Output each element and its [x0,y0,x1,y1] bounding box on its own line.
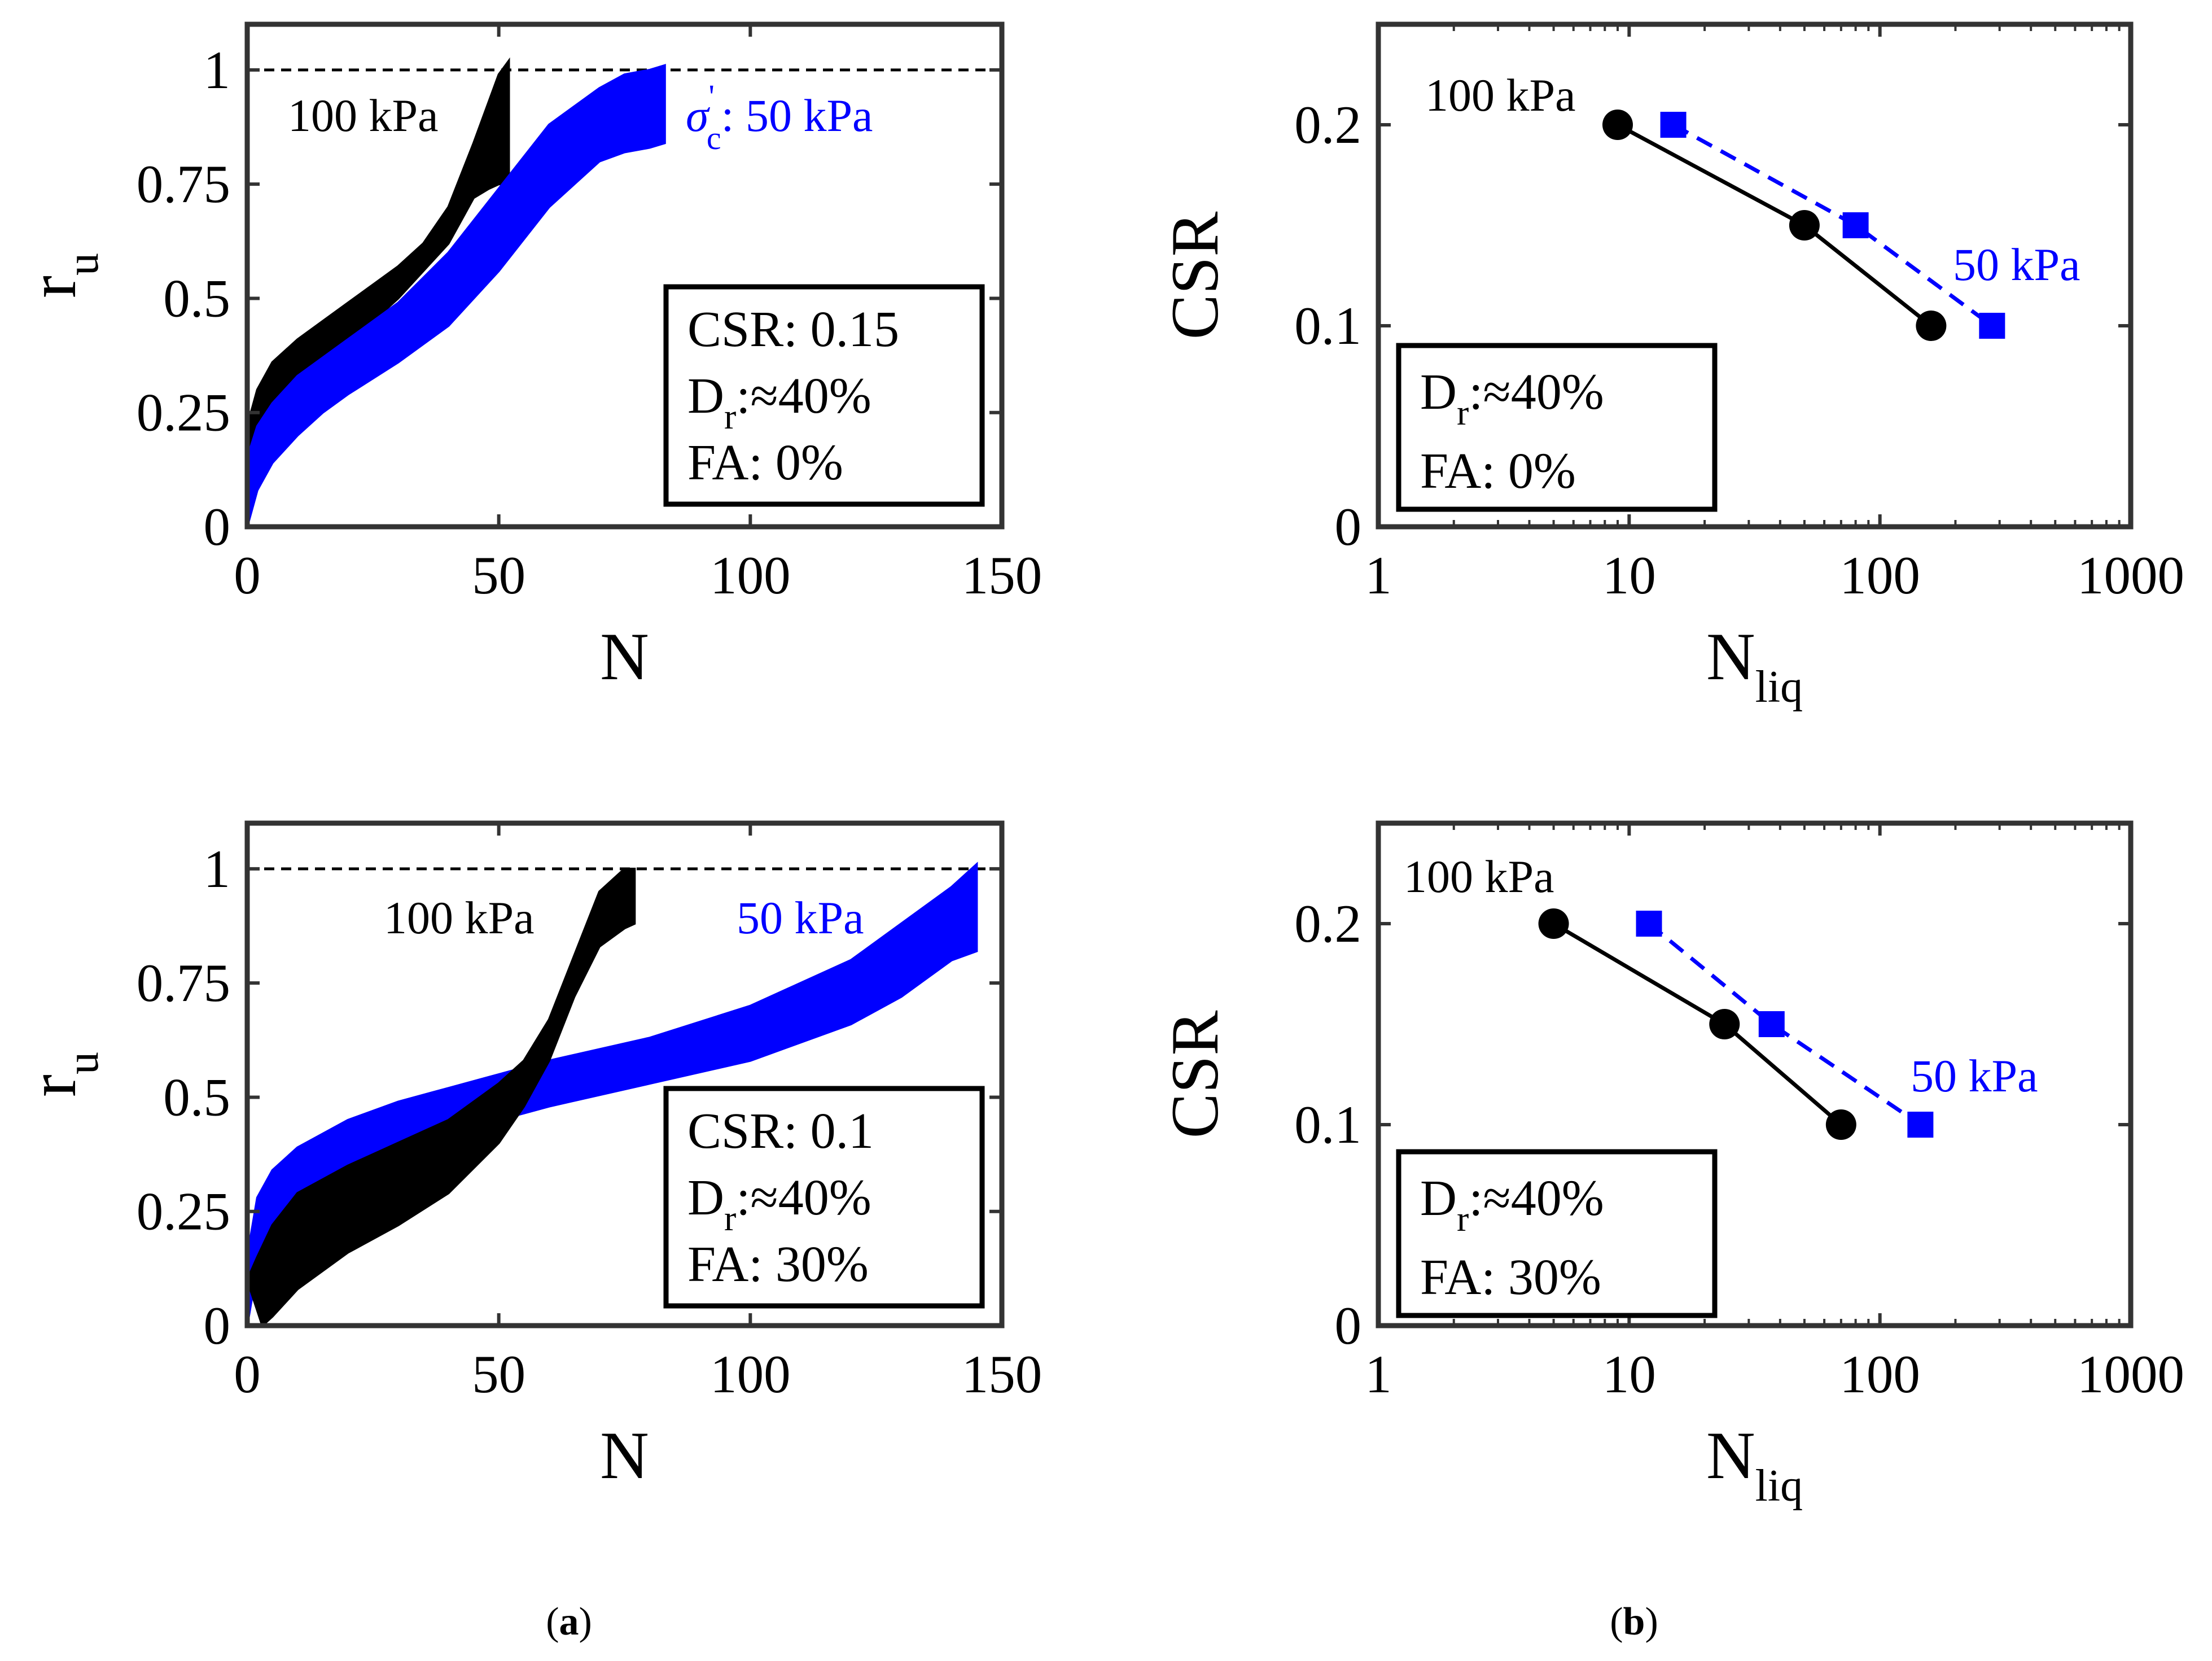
point-100-kpa [1602,110,1633,140]
y-tick-label: 1 [204,839,231,899]
chart-bottom-right: 1 10 100 1000 0 0.1 0.2 Nliq CSR 100 kPa 50 kPa Dr:… [1157,820,2184,1511]
label-50-kpa: 50 kPa [737,892,864,943]
info-relative-density: Dr:≈40% [1420,364,1604,432]
y-axis-label: ru [15,1052,108,1097]
point-100-kpa [1789,210,1820,241]
point-100-kpa [1825,1109,1856,1140]
point-50-kpa [1907,1112,1934,1138]
info-csr: CSR: 0.15 [687,301,899,357]
y-tick-label: 0 [1335,497,1362,557]
point-100-kpa [1916,311,1947,341]
label-50-kpa: 50 kPa [1953,239,2080,290]
info-fly-ash: FA: 30% [1420,1249,1601,1305]
axes-frame [244,820,1005,1328]
y-tick-label: 0.1 [1294,296,1361,356]
point-100-kpa [1709,1009,1740,1039]
axes-frame [244,21,1005,530]
y-tick-label: 0 [204,497,231,557]
point-100-kpa [1538,908,1569,939]
caption-b: (b) [1610,1600,1658,1643]
y-tick-label: 0.25 [137,1182,230,1242]
plot-area [1602,110,2005,341]
info-fly-ash: FA: 30% [687,1236,869,1292]
caption-a: (a) [546,1600,592,1643]
x-tick-label: 100 [1839,1344,1920,1404]
y-tick-label: 0.75 [137,953,230,1013]
x-tick-label: 0 [234,1344,261,1404]
y-axis-label: CSR [1157,1011,1232,1139]
x-axis-label: N [600,619,649,694]
y-tick-label: 0.25 [137,383,230,443]
y-tick-label: 0 [204,1296,231,1356]
x-tick-label: 100 [710,545,791,605]
line-100-kpa [1617,123,1933,327]
y-axis-label: CSR [1157,212,1232,340]
x-axis-label: N [600,1418,649,1493]
info-relative-density: Dr:≈40% [1420,1170,1604,1239]
x-tick-label: 100 [1839,545,1920,605]
x-axis-label: Nliq [1706,1418,1803,1511]
label-50-kpa: σ' c: 50 kPa [686,78,873,156]
x-tick-label: 150 [962,545,1043,605]
axes-frame [1376,820,2134,1328]
info-box [663,284,985,507]
y-tick-label: 0.1 [1294,1095,1361,1155]
label-50-kpa: 50 kPa [1911,1050,2038,1101]
chart-bottom-left: 0 50 100 150 0 0.25 0.5 0.75 1 Nru 100 kPa 50 kPa CS… [15,820,1043,1493]
info-box [1396,343,1718,512]
x-tick-label: 50 [472,545,525,605]
y-axis-label: ru [15,253,108,298]
point-50-kpa [1842,212,1869,238]
point-50-kpa [1660,112,1687,138]
x-tick-label: 0 [234,545,261,605]
info-relative-density: Dr:≈40% [687,1170,871,1238]
point-50-kpa [1636,911,1662,937]
y-tick-label: 0.2 [1294,95,1361,155]
x-tick-label: 50 [472,1344,525,1404]
x-tick-label: 10 [1602,545,1656,605]
x-tick-label: 1000 [2077,545,2184,605]
x-tick-label: 1 [1365,1344,1392,1404]
y-tick-label: 0.2 [1294,894,1361,954]
point-50-kpa [1979,313,2005,339]
line-50-kpa [1672,123,1994,327]
y-tick-label: 0.75 [137,154,230,214]
label-100-kpa: 100 kPa [1425,69,1576,121]
y-tick-label: 0.5 [163,1067,230,1127]
info-fly-ash: FA: 0% [687,435,843,491]
info-fly-ash: FA: 0% [1420,443,1576,499]
x-tick-label: 1 [1365,545,1392,605]
info-relative-density: Dr:≈40% [687,368,871,436]
x-tick-label: 10 [1602,1344,1656,1404]
x-axis-label: Nliq [1706,619,1803,712]
chart-top-right: 1 10 100 1000 0 0.1 0.2 Nliq CSR 100 kPa 50 kPa Dr:… [1157,21,2184,712]
band-100-kpa [247,867,636,1326]
axes-frame [1376,21,2134,530]
y-tick-label: 0.5 [163,268,230,328]
x-tick-label: 150 [962,1344,1043,1404]
label-100-kpa: 100 kPa [1404,851,1554,902]
x-tick-label: 1000 [2077,1344,2184,1404]
band-50-kpa [247,64,666,527]
info-csr: CSR: 0.1 [687,1103,874,1159]
line-100-kpa [1552,921,1843,1126]
line-50-kpa [1648,922,1922,1126]
plot-area [247,57,1002,527]
x-tick-label: 100 [710,1344,791,1404]
y-tick-label: 1 [204,40,231,100]
y-tick-label: 0 [1335,1296,1362,1356]
plot-area [1538,908,1934,1140]
label-100-kpa: 100 kPa [288,90,439,141]
point-50-kpa [1758,1011,1785,1037]
info-box [663,1086,985,1309]
plot-area [247,862,1002,1326]
chart-top-left: 0 50 100 150 0 0.25 0.5 0.75 1 Nru 100 kPa σ' c: 50 … [15,21,1043,694]
label-100-kpa: 100 kPa [384,892,535,943]
info-box [1396,1149,1718,1318]
